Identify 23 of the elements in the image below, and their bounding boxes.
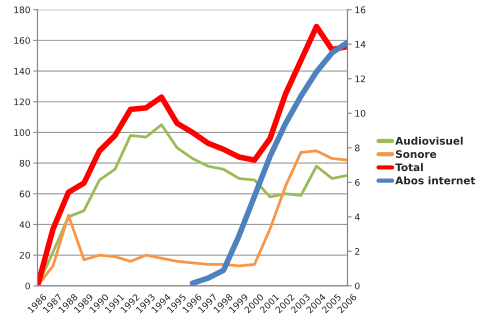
y2-tick-label: 16 bbox=[355, 6, 366, 14]
y2-tick-label: 6 bbox=[355, 179, 360, 186]
y2-tick-label: 8 bbox=[355, 144, 360, 152]
legend-label: Audiovisuel bbox=[395, 136, 463, 145]
y-tick-label: 80 bbox=[20, 160, 30, 167]
y2-tick-label: 2 bbox=[355, 248, 360, 255]
y-tick-label: 140 bbox=[14, 68, 30, 75]
y-tick-label: 160 bbox=[14, 37, 30, 44]
y2-tick-label: 0 bbox=[355, 282, 360, 290]
y-tick-label: 180 bbox=[14, 6, 30, 14]
y2-tick-label: 10 bbox=[355, 110, 366, 117]
legend-label: Sonore bbox=[396, 150, 436, 158]
y2-tick-label: 4 bbox=[354, 214, 360, 220]
y-tick-label: 100 bbox=[14, 129, 30, 136]
y-tick-label: 60 bbox=[20, 190, 30, 198]
y-tick-label: 120 bbox=[14, 98, 30, 106]
legend-label: Total bbox=[395, 163, 423, 172]
y2-tick-label: 12 bbox=[355, 75, 366, 82]
legend-label: Abos internet bbox=[395, 176, 476, 184]
y-tick-label: 20 bbox=[20, 252, 30, 259]
y2-tick-label: 14 bbox=[355, 41, 366, 48]
y-tick-label: 0 bbox=[25, 282, 30, 290]
y-tick-label: 40 bbox=[20, 221, 30, 228]
